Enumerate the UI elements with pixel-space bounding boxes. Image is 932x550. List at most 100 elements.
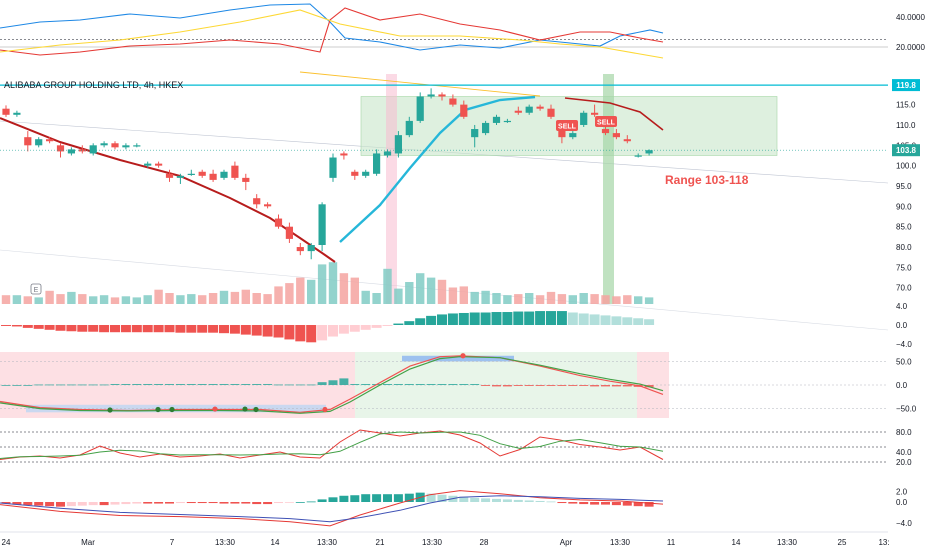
macd-hist-bar xyxy=(458,312,469,325)
macd-bar xyxy=(524,500,534,502)
rsi-hist-bar xyxy=(132,384,142,385)
macd-bar xyxy=(502,499,512,502)
candle-body xyxy=(13,112,21,115)
rsi-hist-bar xyxy=(459,384,469,385)
macd-hist-bar xyxy=(22,325,33,328)
rsi-hist-bar xyxy=(361,384,371,385)
macd-bar xyxy=(393,494,403,502)
volume-bar xyxy=(525,293,534,304)
candle-body xyxy=(296,247,304,252)
candle-body xyxy=(591,112,599,115)
volume-bar xyxy=(12,295,22,304)
rsi-hist-bar xyxy=(524,385,534,386)
macd-bar xyxy=(546,501,556,503)
volume-bar xyxy=(1,295,11,304)
volume-bar xyxy=(459,286,468,304)
candle-body xyxy=(274,218,283,227)
macd-hist-bar xyxy=(284,325,295,340)
volume-bar xyxy=(470,291,479,304)
event-marker-icon xyxy=(30,283,42,295)
candle-body xyxy=(514,110,522,113)
candle-body xyxy=(612,133,620,138)
volume-bar xyxy=(394,288,403,304)
rsi-hist-bar xyxy=(77,384,87,386)
macd-bar xyxy=(611,502,621,506)
macd-hist-bar xyxy=(219,325,229,334)
macd-hist-bar xyxy=(589,314,600,325)
macd-hist-bar xyxy=(360,325,371,330)
plus-di-line xyxy=(0,3,664,51)
price-axis-tick: 90.0 xyxy=(896,202,912,211)
macd-hist-bar xyxy=(99,325,110,333)
volume-bar xyxy=(317,264,327,304)
time-axis-label: 25 xyxy=(838,538,847,547)
macd-bar xyxy=(252,502,262,505)
macd-hist-bar xyxy=(546,311,556,325)
volume-bar xyxy=(634,296,643,304)
rsi-hist-bar xyxy=(165,384,174,385)
last-price-tag xyxy=(892,144,920,157)
time-axis-label: Apr xyxy=(560,538,573,547)
time-axis-label: 13:30 xyxy=(610,538,631,547)
volume-bar xyxy=(208,293,218,304)
volume-bar xyxy=(263,294,272,304)
macd-bar xyxy=(306,501,316,503)
volume-bar xyxy=(176,295,185,304)
volume-bar xyxy=(514,294,523,304)
rsi-hist-bar xyxy=(328,380,338,385)
macd-hist-bar xyxy=(600,315,611,325)
volume-bar xyxy=(492,293,501,304)
volume-bar xyxy=(339,273,349,304)
macd-bar xyxy=(197,502,207,504)
price-axis-tick: 100.0 xyxy=(896,162,917,171)
candle-body xyxy=(89,145,97,154)
volume-bar xyxy=(89,296,98,304)
macd-bar xyxy=(295,502,305,503)
top-axis-tick: 20.0000 xyxy=(896,43,925,52)
volume-bar xyxy=(143,295,152,304)
macd-bar xyxy=(165,502,174,504)
macd-bar xyxy=(568,502,578,504)
price-axis-tick: 80.0 xyxy=(896,243,912,252)
candle-body xyxy=(329,157,337,178)
price-axis-tick: 95.0 xyxy=(896,182,912,191)
rsi-hist-bar xyxy=(590,385,600,387)
sell-label: SELL xyxy=(597,120,616,127)
macd-hist-bar xyxy=(535,311,546,325)
macd-bar xyxy=(230,502,240,504)
candle-body xyxy=(176,175,184,178)
rsi-hist-bar xyxy=(481,385,491,386)
rsi-hist-bar xyxy=(274,384,283,386)
volume-bar xyxy=(285,283,294,304)
macd-bar xyxy=(77,502,87,506)
macd-bar xyxy=(622,502,632,506)
macd-bar xyxy=(404,493,414,502)
rsi-hist-bar xyxy=(601,385,610,387)
price-axis-tick: 110.0 xyxy=(896,121,916,130)
volume-bar xyxy=(503,295,512,304)
macd-hist-bar xyxy=(273,325,284,338)
volume-bar xyxy=(361,290,370,304)
rsi-hist-bar xyxy=(415,384,425,385)
macd-bar xyxy=(470,497,480,502)
candle-body xyxy=(569,133,577,138)
rsi-hist-bar xyxy=(34,384,44,386)
macd-hist-bar xyxy=(556,311,567,325)
stoch-d-line xyxy=(0,431,664,459)
candle-body xyxy=(536,106,544,109)
rsi-hist-bar xyxy=(437,384,447,385)
sell-label: SELL xyxy=(558,124,577,131)
volume-bar xyxy=(132,297,141,304)
top-axis-tick: 40.0000 xyxy=(896,13,925,22)
macd-bar xyxy=(481,498,491,502)
rsi-signal-dot xyxy=(322,406,328,413)
candle-body xyxy=(187,173,195,175)
rsi-hist-bar xyxy=(404,384,414,385)
volume-bar xyxy=(34,297,43,304)
rsi-hist-bar xyxy=(1,385,11,386)
macd-hist-bar xyxy=(426,315,437,325)
macd-hist-bar xyxy=(513,311,524,325)
volume-bar xyxy=(350,277,359,304)
macd-axis-tick: −4.0 xyxy=(896,519,912,528)
